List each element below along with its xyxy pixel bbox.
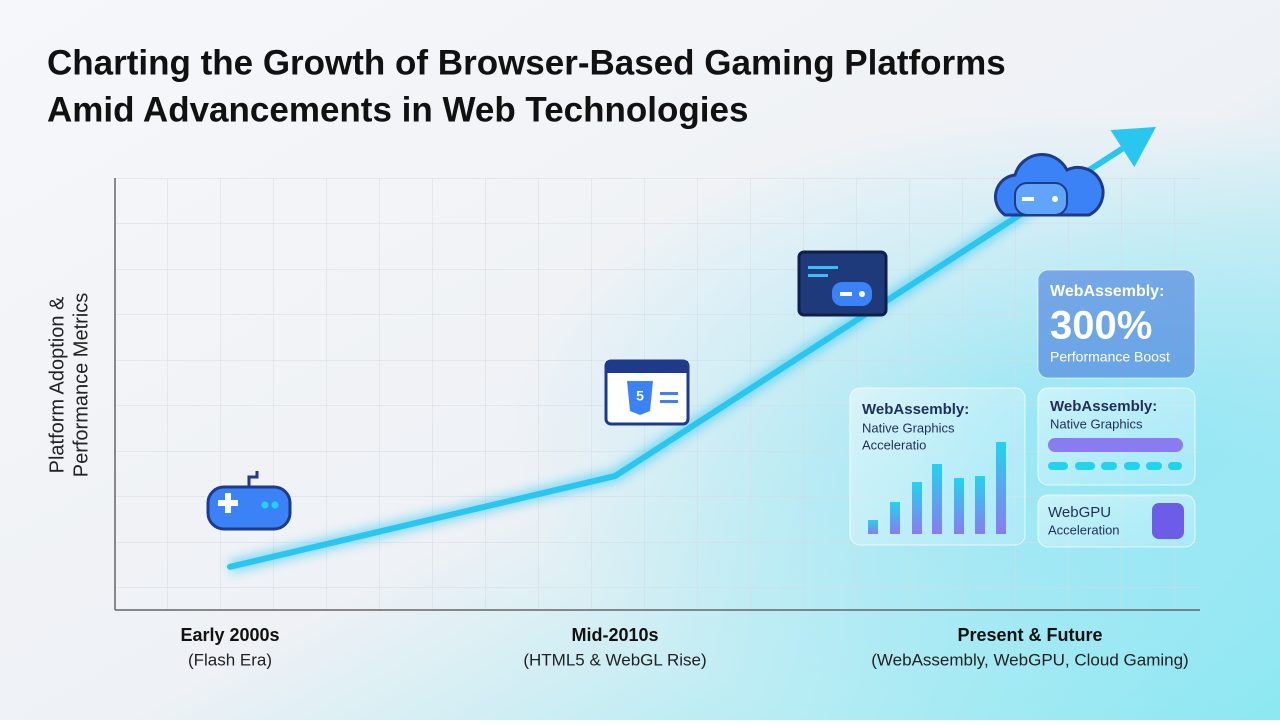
x-tick-label: Early 2000s — [180, 625, 279, 645]
progress-pill — [1048, 438, 1183, 452]
annotation-value: 300% — [1050, 304, 1152, 348]
html5-icon: 5 — [604, 359, 690, 426]
annotation: Native Graphics — [862, 420, 955, 435]
y-axis-label-line: Platform Adoption & — [46, 296, 68, 473]
annotation: Acceleratio — [862, 437, 926, 452]
annotation: Native Graphics — [1050, 416, 1143, 431]
annotation: WebGPU — [1048, 504, 1111, 521]
line — [227, 205, 1033, 570]
x-tick-sublabel: (WebAssembly, WebGPU, Cloud Gaming) — [871, 650, 1188, 669]
y-axis-label-line: Performance Metrics — [70, 293, 92, 478]
y-axis-label: Platform Adoption & Performance Metrics — [46, 293, 92, 478]
gamepad-icon — [206, 471, 292, 531]
webgpu-icon — [1152, 503, 1184, 539]
mini-bars — [868, 442, 1006, 534]
annotation: WebAssembly: — [862, 401, 969, 418]
cloud-gaming-icon — [994, 153, 1105, 217]
chart-title: Charting the Growth of Browser-Based Gam… — [47, 43, 1006, 82]
x-tick-label: Present & Future — [957, 625, 1102, 645]
progress-dots — [1048, 462, 1182, 470]
x-tick-sublabel: (HTML5 & WebGL Rise) — [523, 650, 706, 669]
browser-game-icon — [797, 250, 888, 317]
card — [1037, 387, 1196, 486]
x-tick-sublabel: (Flash Era) — [188, 650, 272, 669]
x-tick-label: Mid-2010s — [571, 625, 658, 645]
annotation: Performance Boost — [1050, 349, 1170, 365]
trend-arrow-head — [1110, 126, 1157, 168]
annotation: Acceleration — [1048, 522, 1120, 537]
svg-text:5: 5 — [636, 388, 644, 404]
annotation: WebAssembly: — [1050, 283, 1164, 300]
card — [1037, 269, 1196, 379]
chart-title: Amid Advancements in Web Technologies — [47, 90, 748, 129]
annotation: WebAssembly: — [1050, 398, 1157, 415]
